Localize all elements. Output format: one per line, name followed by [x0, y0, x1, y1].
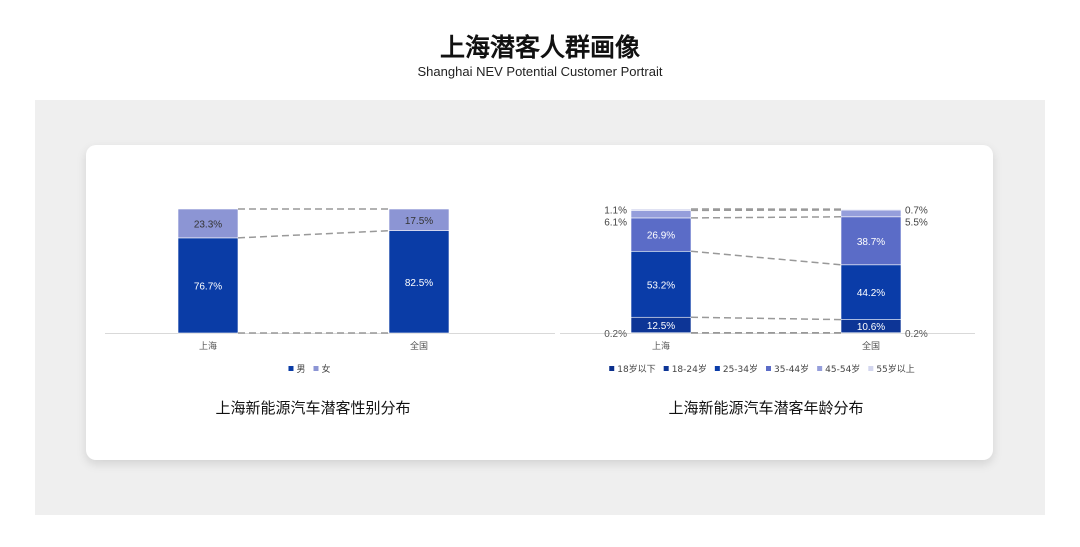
- legend-swatch: [313, 366, 319, 371]
- age-chart-title: 上海新能源汽车潜客年龄分布: [668, 399, 864, 417]
- data-label: 44.2%: [857, 288, 885, 299]
- data-label: 1.1%: [604, 206, 627, 217]
- legend-swatch: [766, 366, 771, 371]
- data-label: 0.2%: [905, 329, 928, 340]
- data-label: 10.6%: [857, 322, 885, 333]
- bar-segment: [630, 210, 692, 219]
- legend-swatch: [817, 366, 823, 371]
- bar-segment: [388, 230, 450, 334]
- bar-segment: [630, 250, 692, 318]
- legend-label: 女: [322, 363, 331, 375]
- bar-segment: [840, 209, 902, 218]
- bar-segment: [630, 208, 692, 211]
- x-tick-label: 上海: [199, 340, 217, 352]
- bar-segment: [630, 217, 692, 252]
- data-label: 38.7%: [857, 237, 885, 248]
- x-tick-label: 全国: [410, 340, 428, 352]
- data-label: 23.3%: [194, 219, 222, 230]
- legend-label: 18岁以下: [617, 363, 655, 375]
- connector-line: [690, 250, 842, 266]
- data-label: 76.7%: [194, 281, 222, 292]
- legend-label: 55岁以上: [876, 363, 914, 375]
- legend-swatch: [714, 366, 720, 371]
- legend-swatch: [609, 366, 615, 371]
- page-title: 上海潜客人群画像: [439, 33, 640, 62]
- legend-label: 35-44岁: [774, 363, 809, 375]
- bar-segment: [177, 237, 239, 334]
- connector-line: [690, 216, 842, 219]
- data-label: 17.5%: [405, 216, 433, 227]
- x-tick-label: 上海: [652, 340, 670, 352]
- data-label: 6.1%: [604, 218, 627, 229]
- bar-segment: [177, 208, 239, 239]
- bar-segment: [840, 208, 902, 211]
- legend-label: 25-34岁: [723, 363, 758, 375]
- bar-segment: [388, 208, 450, 232]
- connector-line: [690, 316, 842, 321]
- legend-swatch: [868, 366, 874, 371]
- gender-chart-title: 上海新能源汽车潜客性别分布: [215, 399, 411, 417]
- data-label: 82.5%: [405, 278, 433, 289]
- connector-line: [237, 229, 390, 239]
- page-subtitle: Shanghai NEV Potential Customer Portrait: [417, 64, 663, 79]
- legend-swatch: [288, 366, 294, 371]
- data-label: 0.2%: [604, 329, 627, 340]
- legend-swatch: [663, 366, 669, 371]
- data-label: 5.5%: [905, 218, 928, 229]
- legend-label: 男: [296, 364, 305, 375]
- data-label: 12.5%: [647, 321, 675, 332]
- x-tick-label: 全国: [862, 340, 880, 352]
- legend-label: 45-54岁: [825, 363, 860, 375]
- data-label: 53.2%: [647, 280, 675, 291]
- data-label: 0.7%: [905, 206, 928, 217]
- bar-segment: [840, 264, 902, 320]
- legend-label: 18-24岁: [672, 363, 707, 375]
- data-label: 26.9%: [647, 231, 675, 242]
